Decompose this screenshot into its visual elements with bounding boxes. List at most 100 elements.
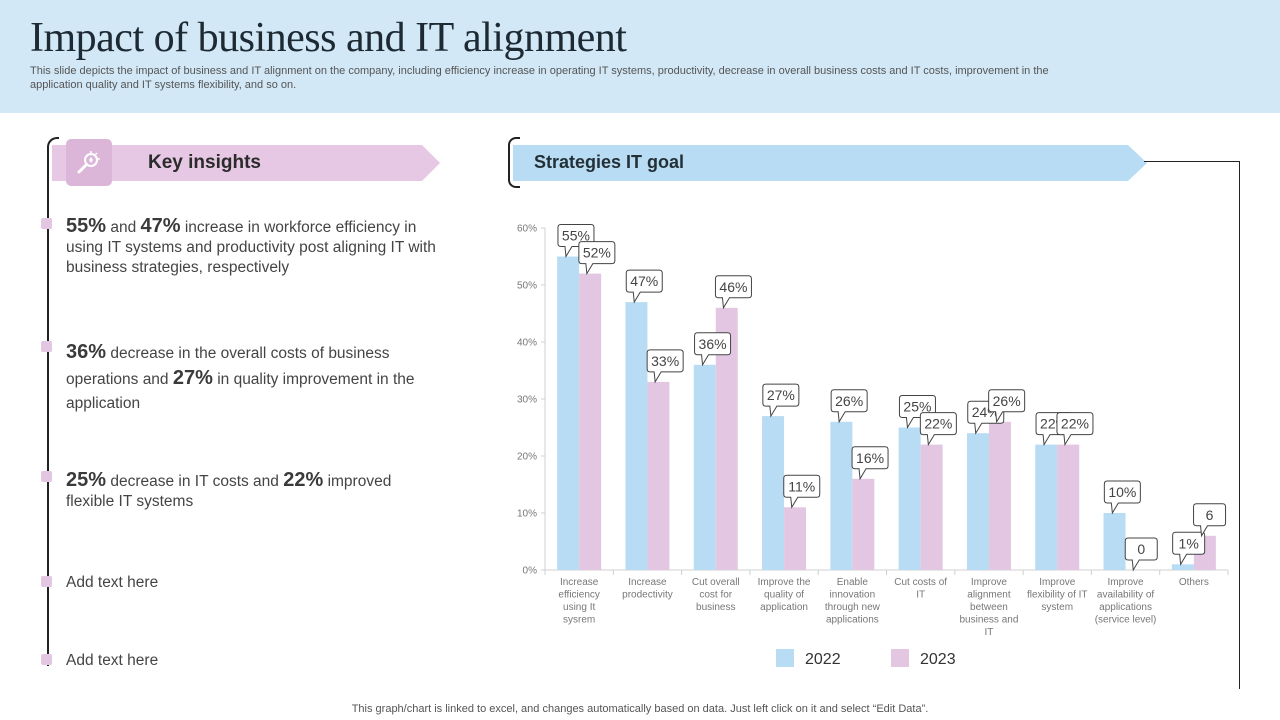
bar-2023 [920, 444, 943, 570]
strategies-title: Strategies IT goal [534, 152, 685, 172]
header-banner: Impact of business and IT alignment This… [0, 0, 1280, 113]
x-category-label: Improve flexibility of IT system [1027, 577, 1088, 613]
y-tick-label: 40% [517, 338, 537, 349]
insight-text: decrease in the overall costs of busines… [66, 345, 390, 388]
frame-line-right [1239, 161, 1240, 689]
callout-bubble [783, 474, 821, 509]
x-category-label: Enable innovation through new applications [825, 577, 881, 626]
insight-item-4[interactable]: Add text here [66, 574, 159, 591]
data-label: 36% [699, 336, 727, 352]
data-label-callout: 47% [625, 269, 663, 304]
data-label-callout: 46% [714, 275, 752, 310]
legend-swatch-2023 [891, 649, 909, 667]
x-category-label: Others [1179, 577, 1209, 588]
legend-swatch-2022 [776, 649, 794, 667]
insight-item-5[interactable]: Add text here [66, 652, 159, 669]
x-category-label: Increase efficiency using It sysrem [558, 577, 600, 626]
data-label: 27% [767, 387, 795, 403]
callout-bubble [578, 241, 616, 276]
data-label-callout: 16% [851, 446, 889, 481]
callout-bubble [1193, 503, 1227, 538]
page-subtitle: This slide depicts the impact of busines… [30, 65, 1049, 91]
bar-2022 [1171, 564, 1194, 570]
key-insights-banner [52, 145, 440, 181]
frame-line-top [1144, 161, 1240, 162]
data-label-callout: 11% [783, 474, 821, 509]
callout-bubble [1103, 480, 1141, 515]
callout-bubble [988, 389, 1026, 424]
x-category-label: Improve the quality of application [758, 577, 811, 613]
x-category-label: Cut costs of IT [894, 577, 947, 601]
callout-bubble [694, 332, 732, 367]
callout-bubble [851, 446, 889, 481]
data-label-callout: 22% [919, 412, 957, 447]
y-tick-label: 0% [523, 566, 538, 577]
x-category-label: Improve availability of applications (servi… [1095, 577, 1157, 626]
bar-2023 [784, 507, 807, 570]
data-label: 1% [1179, 535, 1199, 551]
data-label: 0 [1137, 541, 1145, 557]
bar-2023 [579, 273, 602, 570]
page-title: Impact of business and IT alignment [30, 15, 627, 61]
timeline-hook [47, 137, 59, 151]
insight-highlight: 22% [283, 469, 324, 491]
insight-highlight: 25% [66, 469, 107, 491]
data-label-callout: 22% [1056, 412, 1094, 447]
data-label: 47% [630, 273, 658, 289]
data-label: 55% [562, 228, 590, 244]
y-tick-label: 10% [517, 509, 537, 520]
bar-2023 [852, 478, 875, 570]
callout-bubble [898, 395, 936, 430]
y-tick-label: 30% [517, 395, 537, 406]
insight-text: increase in workforce efficiency in usin… [66, 219, 436, 276]
insight-item-3: 25% decrease in IT costs and 22% improve… [66, 470, 436, 512]
bar-2023 [647, 381, 670, 570]
timeline-line [47, 146, 49, 666]
data-label-callout: 26% [830, 389, 868, 424]
bar-2022 [762, 416, 785, 570]
data-label-callout: 55% [557, 224, 595, 259]
data-label: 46% [719, 279, 747, 295]
callout-bubble [830, 389, 868, 424]
y-tick-label: 60% [517, 224, 537, 235]
bar-2022 [557, 256, 580, 570]
bullet-marker [41, 654, 52, 665]
strategies-banner [513, 145, 1147, 181]
callout-bubble [1172, 531, 1206, 566]
callout-bubble [762, 383, 800, 418]
callout-bubble [1124, 537, 1158, 572]
data-label-callout: 27% [762, 383, 800, 418]
data-label-callout: 1% [1172, 531, 1206, 566]
insight-highlight: 55% [66, 215, 107, 237]
insight-item-2: 36% decrease in the overall costs of bus… [66, 340, 436, 416]
bar-2022 [966, 433, 989, 570]
data-label-callout: 36% [694, 332, 732, 367]
insight-highlight: 27% [172, 367, 213, 389]
data-label-callout: 0 [1124, 537, 1158, 572]
bar-2023 [715, 307, 738, 570]
key-insights-title: Key insights [148, 152, 261, 173]
bar-2022 [625, 302, 648, 570]
data-label: 33% [651, 353, 679, 369]
data-label: 22% [1061, 416, 1089, 432]
bar-2022 [1103, 513, 1126, 570]
footer-note: This graph/chart is linked to excel, and… [351, 703, 929, 715]
y-tick-label: 50% [517, 281, 537, 292]
data-label-callout: 52% [578, 241, 616, 276]
insight-highlight: 47% [140, 215, 181, 237]
data-label: 16% [856, 450, 884, 466]
bar-chart[interactable]: 0%10%20%30%40%50%60% 55%47%36%27% 26% 25% 24… [495, 210, 1240, 685]
strategies-hook [508, 137, 520, 188]
callout-bubble [919, 412, 957, 447]
bullet-marker [41, 341, 52, 352]
bar-2022 [898, 427, 921, 570]
data-label: 26% [835, 393, 863, 409]
data-label-callout: 25% [898, 395, 936, 430]
bullet-marker [41, 218, 52, 229]
x-category-label: Improve alignment between business and IT [959, 577, 1018, 638]
data-label: 6 [1206, 507, 1214, 523]
data-label: 25% [903, 399, 931, 415]
legend-label-2023: 2023 [920, 651, 956, 668]
x-category-label: Cut overall cost for business [692, 577, 740, 613]
data-label-callout: 6 [1193, 503, 1227, 538]
